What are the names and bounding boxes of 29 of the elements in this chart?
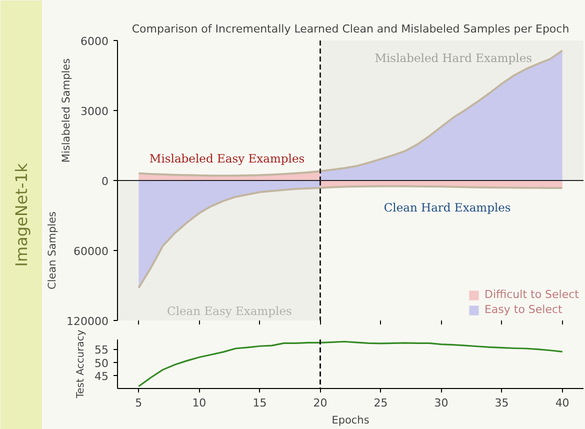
y-tick-label: 3000 <box>80 105 109 118</box>
annotation: Clean Easy Examples <box>167 304 292 318</box>
x-tick-label: 40 <box>555 396 570 410</box>
annotation: Mislabeled Hard Examples <box>374 51 532 65</box>
y-tick-label: 0 <box>102 175 108 188</box>
x-tick-label: 30 <box>434 396 448 410</box>
y-axis-title: Clean Samples <box>46 212 59 290</box>
y-tick-label: 55 <box>94 344 109 357</box>
x-axis-title: Epochs <box>332 414 370 426</box>
y-tick-label: 50 <box>94 356 109 370</box>
annotation: Clean Hard Examples <box>384 200 511 214</box>
annotation: Mislabeled Easy Examples <box>149 151 305 166</box>
y-tick-label: 120000 <box>66 315 109 328</box>
y-tick-label: 6000 <box>80 35 109 48</box>
legend-label: Difficult to Select <box>484 288 579 301</box>
text: ImageNet-1k <box>12 162 31 267</box>
x-tick-label: 10 <box>192 396 206 410</box>
legend-label: Easy to Select <box>484 303 562 316</box>
line-series <box>138 340 564 388</box>
y-axis-title: Mislabeled Samples <box>60 58 73 163</box>
y-tick-label: 45 <box>94 370 109 384</box>
y-tick-label: 60000 <box>74 245 109 258</box>
x-tick-label: 20 <box>313 396 328 410</box>
y-axis-title: Test Accuracy <box>76 330 87 400</box>
chart-title: Comparison of Incrementally Learned Clean and Mislabeled Samples per Epoch <box>132 22 570 36</box>
x-tick-label: 35 <box>494 396 509 410</box>
x-tick-label: 25 <box>374 396 388 410</box>
x-tick-label: 5 <box>135 396 142 410</box>
x-tick-label: 15 <box>252 396 267 410</box>
